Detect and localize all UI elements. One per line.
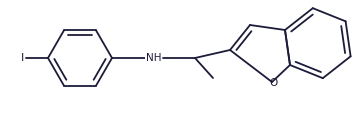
Text: O: O [269, 78, 277, 88]
Text: NH: NH [146, 53, 161, 63]
Text: I: I [21, 53, 24, 63]
